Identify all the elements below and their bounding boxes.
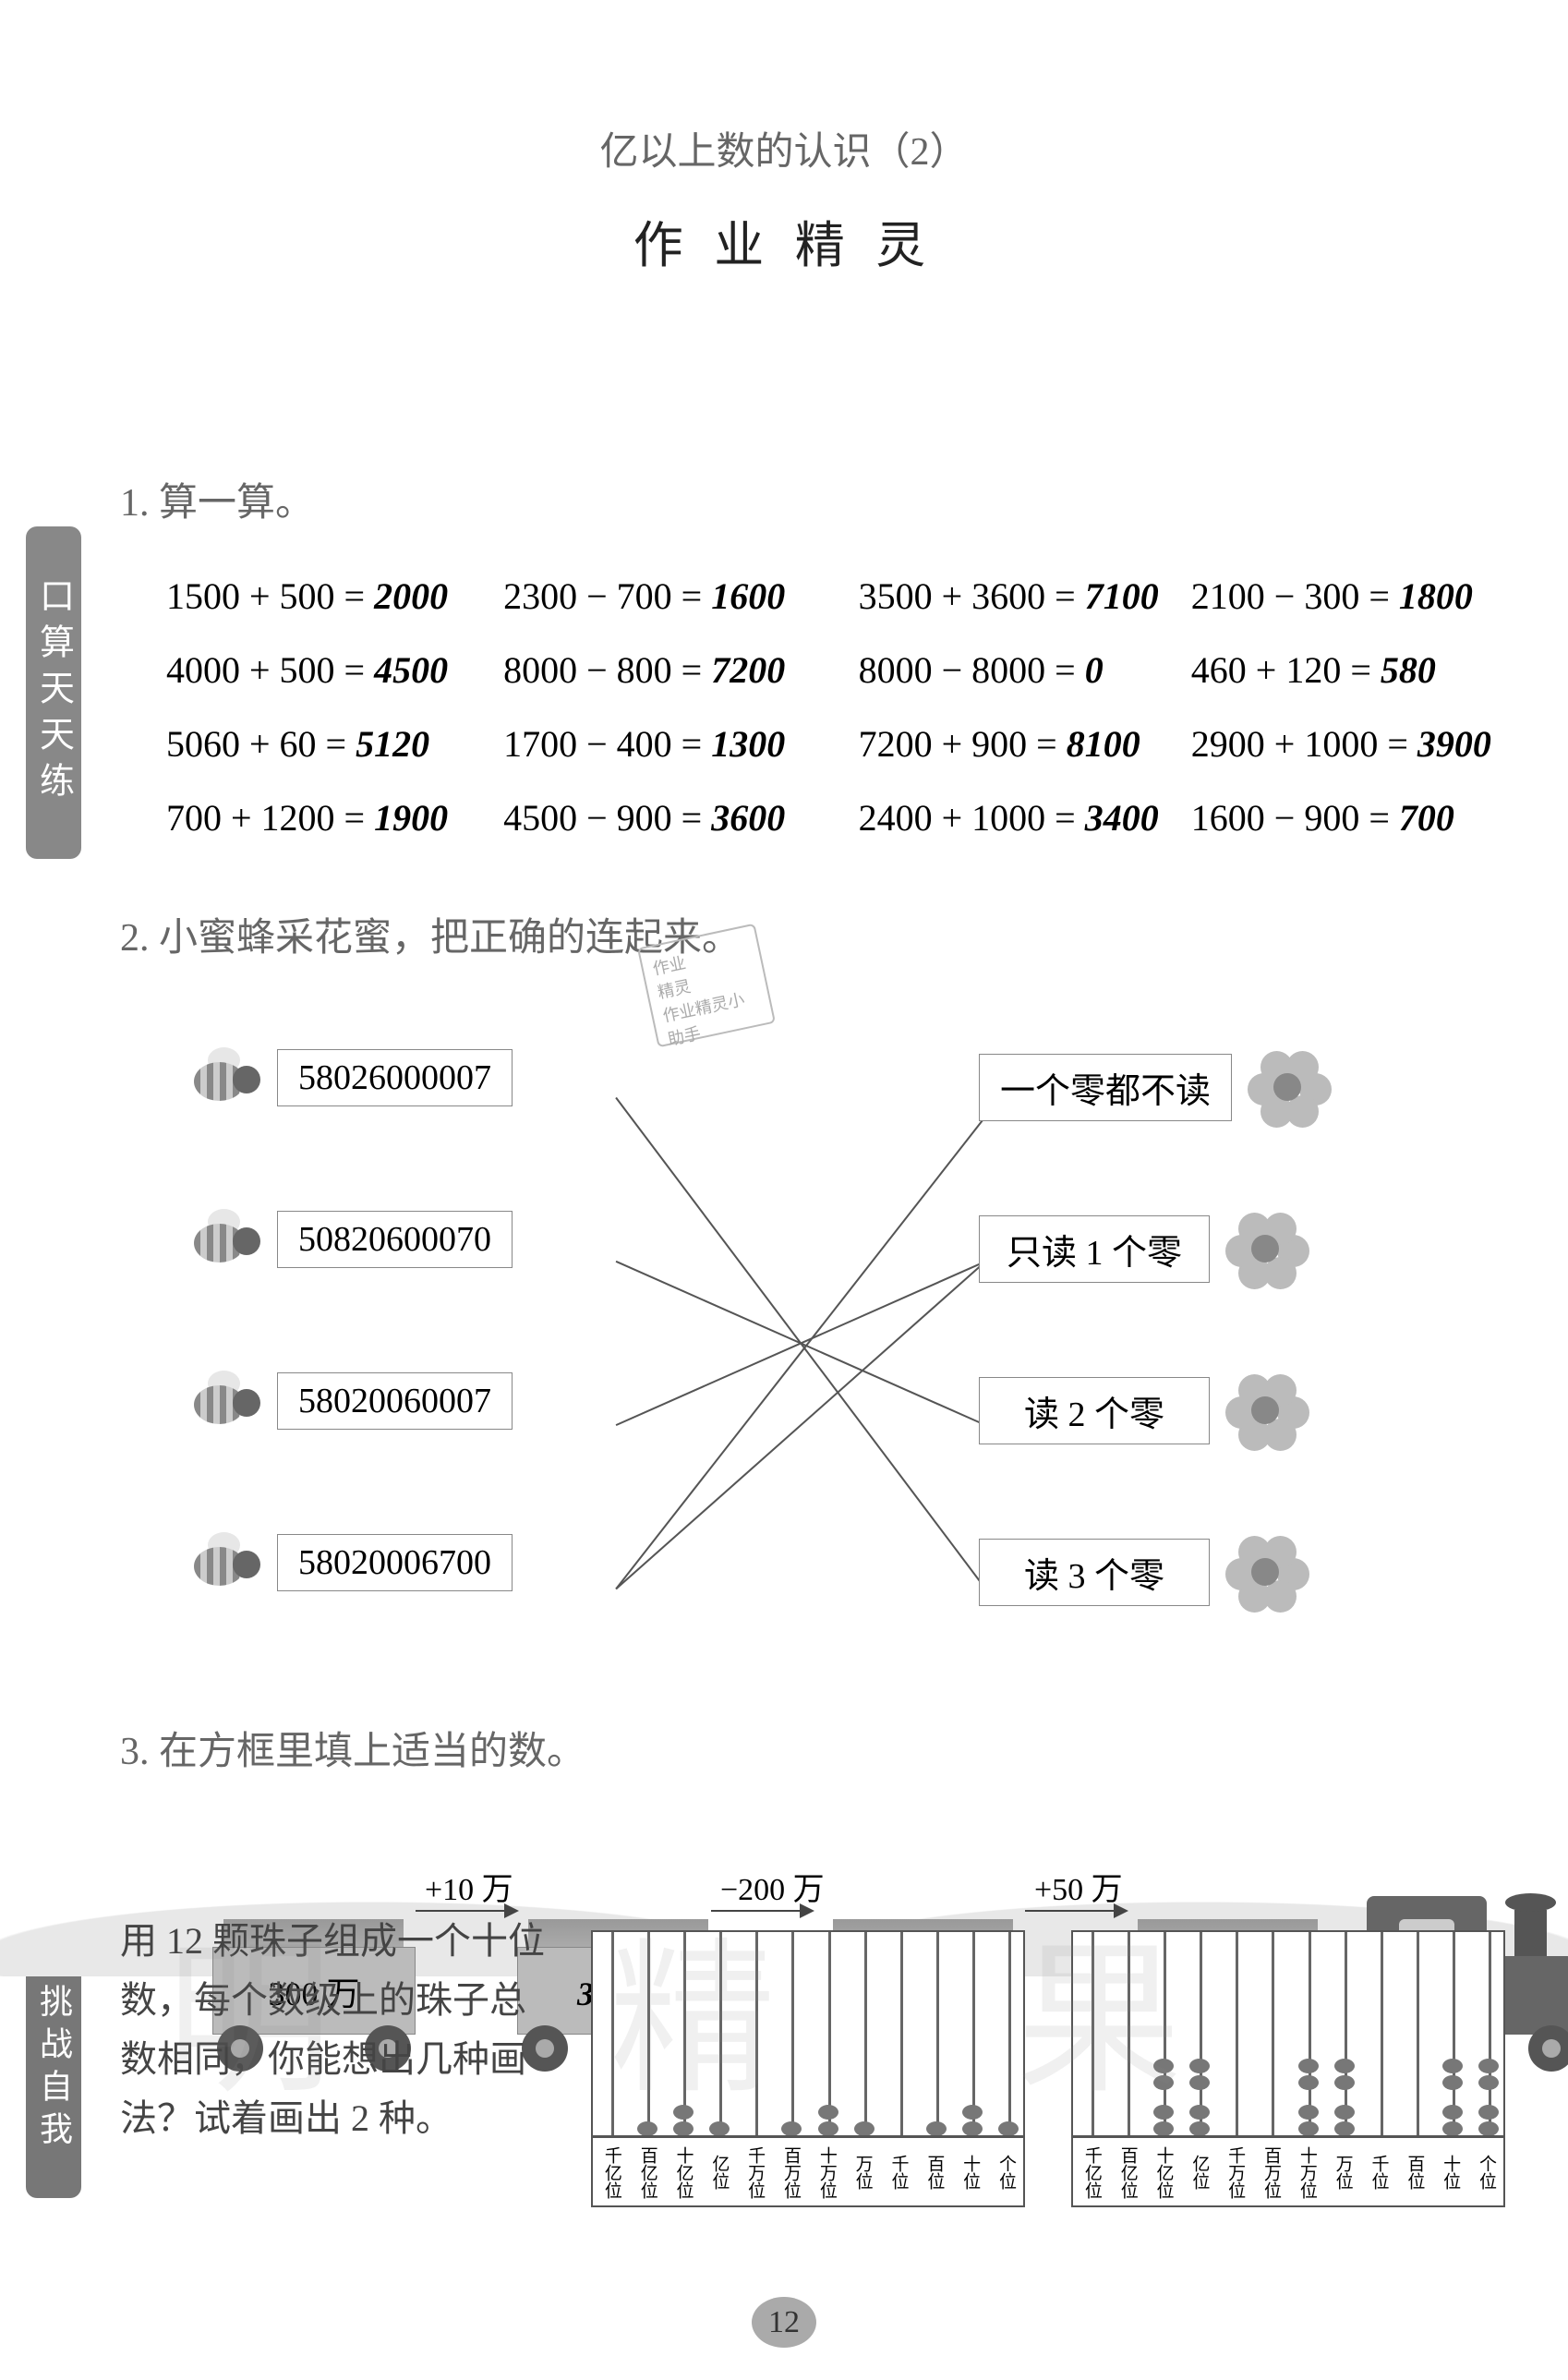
bee-icon [185,1369,268,1433]
challenge-area: 用 12 颗珠子组成一个十位数，每个数级上的珠子总数相同，你能想出几种画法？试着… [92,1912,1533,2235]
arrow-label: +50 万 [1034,1864,1123,1909]
flower-item: 只读 1 个零 [979,1207,1307,1290]
bee-item: 58026000007 [185,1045,513,1110]
number-box: 58020060007 [277,1372,513,1430]
calc-cell: 700 + 1200 = 1900 [166,781,503,855]
bee-item: 58020060007 [185,1369,513,1433]
matching-area: 作业精灵作业精灵小助手 5802600000750820600070580200… [120,999,1524,1692]
calc-cell: 460 + 120 = 580 [1191,634,1524,707]
flower-icon [1224,1369,1307,1452]
calc-cell: 4500 − 900 = 3600 [503,781,859,855]
flower-icon [1246,1045,1329,1129]
q3-label: 3. 在方框里填上适当的数。 [120,1720,1524,1776]
number-box: 58020006700 [277,1534,513,1591]
number-box: 58026000007 [277,1049,513,1106]
calc-cell: 2300 − 700 = 1600 [503,560,859,634]
calc-grid: 1500 + 500 = 20002300 − 700 = 16003500 +… [166,560,1524,855]
calc-cell: 2100 − 300 = 1800 [1191,560,1524,634]
flower-icon [1224,1530,1307,1613]
calc-cell: 3500 + 3600 = 7100 [859,560,1191,634]
calc-cell: 1500 + 500 = 2000 [166,560,503,634]
calc-cell: 2900 + 1000 = 3900 [1191,707,1524,781]
answer-box: 只读 1 个零 [979,1215,1210,1283]
calc-cell: 1700 − 400 = 1300 [503,707,859,781]
answer-box: 一个零都不读 [979,1054,1232,1121]
q2-label: 2. 小蜜蜂采花蜜，把正确的连起来。 [120,906,1524,962]
calc-cell: 7200 + 900 = 8100 [859,707,1191,781]
calc-cell: 4000 + 500 = 4500 [166,634,503,707]
bee-item: 58020006700 [185,1530,513,1595]
calc-cell: 8000 − 800 = 7200 [503,634,859,707]
flower-item: 读 3 个零 [979,1530,1307,1613]
q1-label: 1. 算一算。 [120,471,1524,527]
arrow-label: −200 万 [720,1864,825,1909]
abacus: 千亿位百亿位十亿位亿位千万位百万位十万位万位千位百位十位个位 [1071,1930,1505,2207]
bee-icon [185,1045,268,1110]
flower-icon [1224,1207,1307,1290]
answer-box: 读 3 个零 [979,1539,1210,1606]
sidebar-tab-1: 口算天天练 [26,526,81,859]
flower-item: 读 2 个零 [979,1369,1307,1452]
bee-item: 50820600070 [185,1207,513,1272]
subtitle: 作 业 精 灵 [0,204,1568,277]
flower-item: 一个零都不读 [979,1045,1329,1129]
page-number: 12 [752,2297,816,2348]
number-box: 50820600070 [277,1211,513,1268]
calc-cell: 8000 − 8000 = 0 [859,634,1191,707]
calc-cell: 2400 + 1000 = 3400 [859,781,1191,855]
calc-cell: 5060 + 60 = 5120 [166,707,503,781]
page-title: 亿以上数的认识（2） [0,120,1568,176]
challenge-text: 用 12 颗珠子组成一个十位数，每个数级上的珠子总数相同，你能想出几种画法？试着… [120,1912,554,2148]
sidebar-tab-2: 挑战自我 [26,1939,81,2198]
bee-icon [185,1530,268,1595]
bee-icon [185,1207,268,1272]
abacus: 千亿位百亿位十亿位亿位千万位百万位十万位万位千位百位十位个位 [591,1930,1025,2207]
calc-cell: 1600 − 900 = 700 [1191,781,1524,855]
answer-box: 读 2 个零 [979,1377,1210,1444]
arrow-label: +10 万 [425,1864,513,1909]
